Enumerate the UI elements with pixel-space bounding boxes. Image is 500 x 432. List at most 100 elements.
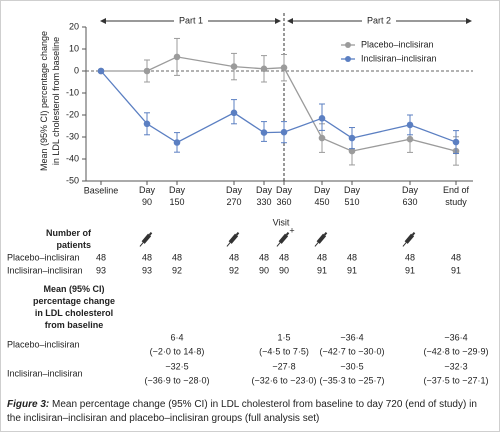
cell-value: 1·5 — [277, 332, 290, 342]
syringe-plunger — [235, 231, 240, 236]
cell-ci: (−35·3 to −25·7) — [319, 375, 384, 385]
x-tick-label: Day 330 — [256, 185, 273, 207]
cell: 48 — [451, 252, 461, 262]
point — [260, 129, 268, 136]
row-label: Inclisiran–inclisiran — [7, 368, 83, 378]
point — [230, 109, 238, 117]
point — [97, 67, 105, 75]
y-tick-label: -40 — [66, 153, 79, 163]
cell-ci: (−2·0 to 14·8) — [150, 346, 205, 356]
cell-value: −32·5 — [165, 361, 188, 371]
y-tick-label: -30 — [66, 131, 79, 141]
x-tick-label: Baseline — [84, 185, 119, 195]
cell: 48 — [172, 252, 182, 262]
x-tick-label: Day 630 — [402, 185, 419, 207]
point — [143, 120, 151, 128]
x-tick-label: Day 360 — [276, 185, 293, 207]
cell-ci: (−42·7 to −30·0) — [319, 346, 384, 356]
caption: Figure 3: Mean percentage change (95% CI… — [7, 398, 493, 426]
table-heading: Mean (95% CI) percentage change in LDL c… — [32, 284, 116, 330]
syringe-plunger — [148, 231, 153, 236]
syringe-icon — [402, 231, 416, 247]
x-tick-label: Day 150 — [169, 185, 186, 207]
legend-marker — [345, 56, 351, 62]
syringe-needle — [276, 242, 281, 247]
cell-value: 6·4 — [170, 332, 183, 342]
cell-ci: (−32·6 to −23·0) — [251, 375, 316, 385]
syringe-needle — [314, 242, 319, 247]
row-label: Inclisiran–inclisiran — [7, 265, 83, 275]
cell-value: −27·8 — [272, 361, 295, 371]
cell-ci: (−42·8 to −29·9) — [423, 346, 488, 356]
cell-ci: (−36·9 to −28·0) — [144, 375, 209, 385]
point — [318, 134, 326, 142]
point — [280, 64, 288, 71]
cell: 48 — [96, 252, 106, 262]
x-tick-label: Day 510 — [344, 185, 361, 207]
legend-label: Placebo–inclisiran — [361, 39, 434, 49]
y-tick-label: 0 — [74, 65, 79, 75]
syringe-body — [404, 233, 415, 244]
cell: 91 — [317, 265, 327, 275]
caption-text: Mean percentage change (95% CI) in LDL c… — [7, 399, 477, 424]
cell: 92 — [172, 265, 182, 275]
syringe-body — [316, 233, 327, 244]
syringe-icon — [314, 231, 328, 247]
cell: 90 — [279, 265, 289, 275]
series-line — [101, 56, 457, 152]
cell-value: −36·4 — [444, 332, 467, 342]
series-line — [100, 70, 457, 144]
point — [230, 63, 238, 70]
point — [280, 128, 288, 136]
syringe-plunger — [285, 231, 290, 236]
cell: 93 — [142, 265, 152, 275]
cell: 48 — [405, 252, 415, 262]
cell: 90 — [259, 265, 269, 275]
point — [452, 138, 460, 146]
cell-ci: (−37·5 to −27·1) — [423, 375, 488, 385]
chart: Mean (95% CI) percentage change in LDL ch… — [7, 13, 489, 385]
point — [173, 53, 181, 61]
table-heading: Number of patients — [46, 228, 91, 250]
point — [406, 135, 414, 143]
syringe-needle — [226, 242, 231, 247]
point — [318, 115, 326, 122]
x-tick-label: Day 450 — [314, 185, 331, 207]
point — [348, 147, 356, 155]
cell: 91 — [451, 265, 461, 275]
cell-value: −32·3 — [444, 361, 467, 371]
point — [173, 139, 181, 146]
row-label: Placebo–inclisiran — [7, 339, 80, 349]
cell: 48 — [279, 252, 289, 262]
syringe-needle — [139, 242, 144, 247]
y-tick-label: 10 — [69, 43, 79, 53]
legend-label: Inclisiran–inclisiran — [361, 53, 437, 63]
part-label-bg — [362, 15, 396, 27]
syringe-needle — [402, 242, 407, 247]
y-tick-label: -10 — [66, 87, 79, 97]
part-label: Part 2 — [367, 15, 391, 25]
cell: 48 — [229, 252, 239, 262]
cell-value: −30·5 — [340, 361, 363, 371]
syringe-body — [228, 233, 239, 244]
syringe-icon — [226, 231, 240, 247]
cell: 93 — [96, 265, 106, 275]
syringe-body — [278, 233, 289, 244]
syringe-body — [141, 233, 152, 244]
cell: 48 — [347, 252, 357, 262]
cell: 48 — [142, 252, 152, 262]
cell: 92 — [229, 265, 239, 275]
x-tick-label: End of study — [443, 185, 470, 207]
cell-value: −36·4 — [340, 332, 363, 342]
syringe-icon — [139, 231, 153, 247]
syringe-plunger — [323, 231, 328, 236]
x-tick-label: Day 270 — [226, 185, 243, 207]
y-tick-label: -20 — [66, 109, 79, 119]
caption-label: Figure 3: — [7, 399, 50, 410]
y-tick-label: -50 — [66, 175, 79, 185]
cell-ci: (−4·5 to 7·5) — [259, 346, 309, 356]
y-axis-label: Mean (95% CI) percentage change in LDL ch… — [39, 31, 61, 171]
syringe-icon — [276, 231, 290, 247]
syringe-plus: + — [289, 225, 294, 235]
cell: 48 — [317, 252, 327, 262]
